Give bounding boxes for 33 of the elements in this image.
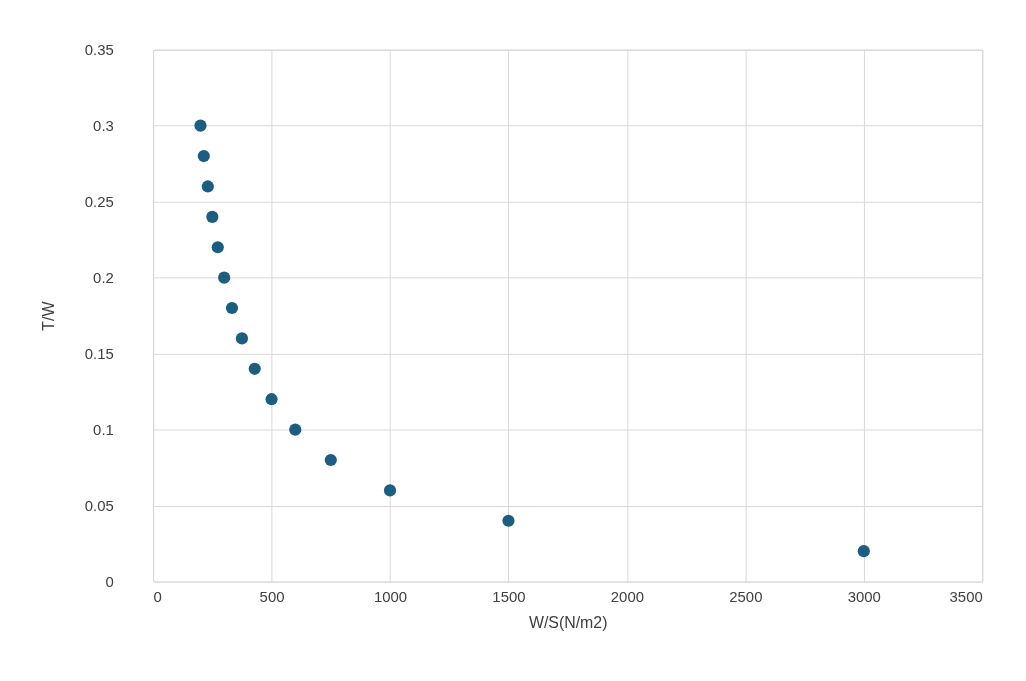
x-tick-label: 1000: [373, 588, 408, 605]
x-axis-title: W/S(N/m2): [528, 613, 608, 631]
y-axis-title: T/W: [39, 301, 57, 331]
y-tick-label: 0.1: [93, 422, 114, 439]
x-tick-label: 3000: [847, 588, 881, 605]
point: [857, 545, 870, 558]
x-tick-label: 0: [153, 588, 162, 605]
y-tick-label: 0.2: [93, 270, 114, 287]
x-tick-label: 2500: [729, 588, 763, 605]
point: [197, 149, 210, 163]
point: [324, 453, 337, 467]
point: [225, 301, 239, 315]
point: [211, 241, 224, 254]
point: [383, 484, 397, 497]
y-tick-label: 0.25: [84, 194, 114, 211]
y-tick-label: 0.35: [84, 42, 114, 59]
point: [248, 362, 261, 375]
point: [201, 180, 214, 193]
x-tick-label: 2000: [610, 588, 644, 605]
point: [265, 393, 278, 406]
y-tick-label: 0: [105, 574, 114, 591]
y-tick-label: 0.3: [93, 118, 114, 135]
point: [235, 332, 249, 345]
x-tick-label: 1500: [492, 588, 526, 605]
point: [218, 271, 231, 284]
point: [289, 423, 302, 436]
point: [206, 210, 219, 223]
y-tick-label: 0.15: [84, 346, 114, 363]
x-tick-label: 3500: [949, 588, 983, 605]
y-tick-label: 0.05: [84, 498, 114, 515]
point: [502, 514, 515, 527]
x-tick-label: 500: [259, 588, 285, 605]
point: [194, 119, 207, 132]
